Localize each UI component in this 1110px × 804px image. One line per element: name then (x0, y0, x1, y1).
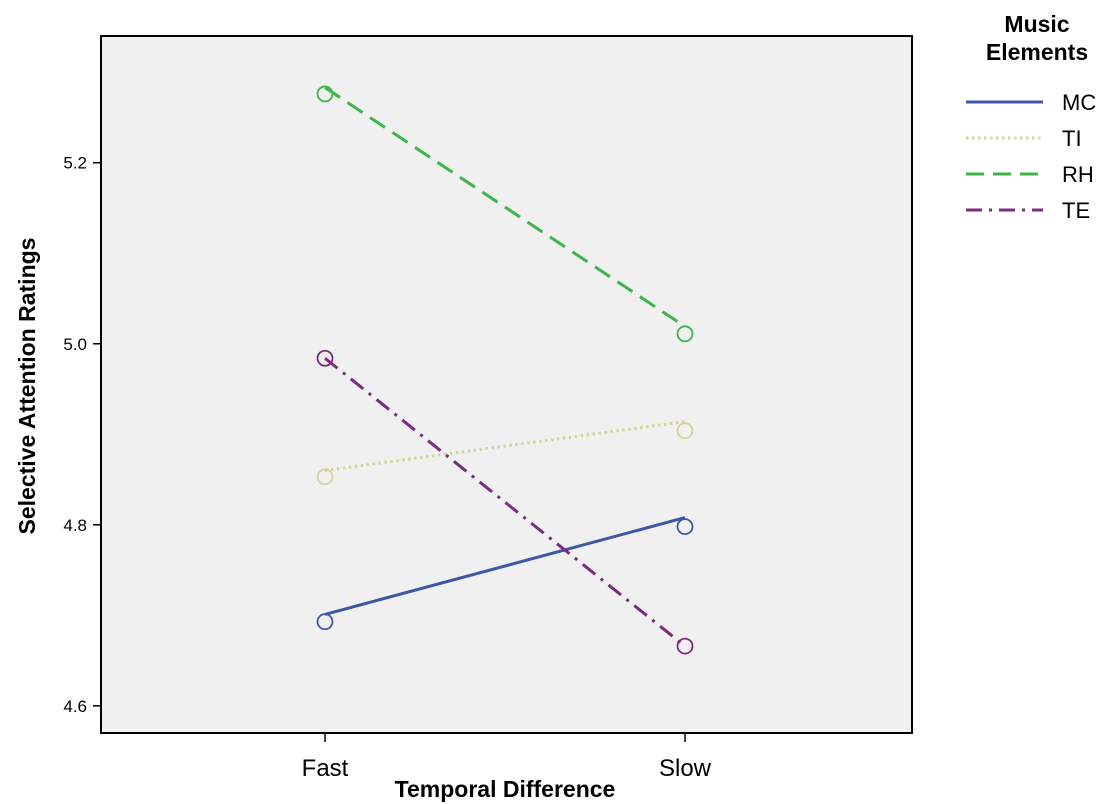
data-point-rh (676, 325, 694, 343)
series-mc (316, 516, 694, 631)
data-point-te (676, 637, 694, 655)
y-tick-label: 4.6 (63, 697, 87, 716)
data-point-ti (316, 468, 334, 486)
series-ti (316, 420, 694, 486)
legend-label: TE (1062, 198, 1090, 223)
plot-area (100, 35, 913, 734)
legend-item-ti: TI (966, 126, 1082, 151)
series-te (316, 349, 694, 655)
series-rh (316, 85, 694, 343)
legend-label: RH (1062, 162, 1094, 187)
x-axis-title: Temporal Difference (395, 776, 616, 802)
x-tick-label: Slow (659, 755, 712, 782)
series-line-rh (324, 86, 686, 328)
data-point-mc (316, 613, 334, 631)
x-axis-ticks: Fast Slow (302, 733, 712, 782)
y-tick-label: 5.0 (63, 335, 87, 354)
legend-label: MC (1062, 90, 1096, 115)
legend-title: Music Elements (986, 11, 1088, 65)
series-layer (316, 85, 694, 655)
series-line-mc (324, 516, 686, 616)
series-line-ti (324, 420, 686, 472)
y-tick-label: 5.2 (63, 154, 87, 173)
legend-item-rh: RH (966, 162, 1094, 187)
x-tick-label: Fast (302, 755, 349, 782)
y-axis-ticks: 4.6 4.8 5.0 5.2 (63, 154, 101, 716)
data-point-rh (316, 85, 334, 103)
data-point-te (316, 349, 334, 367)
legend-label: TI (1062, 126, 1082, 151)
data-point-mc (676, 518, 694, 536)
legend: Music Elements MC TI RH TE (966, 11, 1096, 223)
series-line-te (324, 357, 686, 648)
y-tick-label: 4.8 (63, 516, 87, 535)
legend-item-te: TE (966, 198, 1090, 223)
data-point-ti (676, 422, 694, 440)
legend-item-mc: MC (966, 90, 1096, 115)
y-axis-title: Selective Attention Ratings (14, 238, 40, 535)
